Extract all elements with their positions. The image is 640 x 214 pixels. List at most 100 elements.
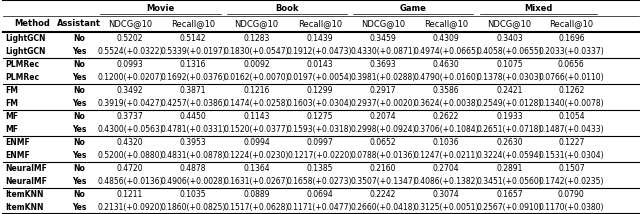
Text: 0.1283: 0.1283 <box>243 34 269 43</box>
Text: 0.1507: 0.1507 <box>558 163 585 172</box>
Text: No: No <box>73 163 84 172</box>
Text: Yes: Yes <box>72 177 86 186</box>
Text: 0.4058(+0.0655): 0.4058(+0.0655) <box>477 47 542 56</box>
Text: FM: FM <box>5 86 18 95</box>
Text: 0.2630: 0.2630 <box>496 138 523 147</box>
Text: 0.2160: 0.2160 <box>370 163 396 172</box>
Text: 0.1520(+0.0377): 0.1520(+0.0377) <box>223 125 289 134</box>
Text: 0.3693: 0.3693 <box>369 60 396 69</box>
Text: 0.2131(+0.0920): 0.2131(+0.0920) <box>97 203 163 212</box>
Text: 0.0143: 0.0143 <box>307 60 333 69</box>
Text: 0.1378(+0.0303): 0.1378(+0.0303) <box>477 73 542 82</box>
Text: No: No <box>73 34 84 43</box>
Text: 0.4790(+0.0160): 0.4790(+0.0160) <box>413 73 479 82</box>
Text: 0.1262: 0.1262 <box>558 86 584 95</box>
Text: 0.1227: 0.1227 <box>558 138 584 147</box>
Text: Method: Method <box>14 19 50 28</box>
Text: 0.4781(+0.0331): 0.4781(+0.0331) <box>161 125 226 134</box>
Text: 0.1200(+0.0207): 0.1200(+0.0207) <box>97 73 163 82</box>
Text: Yes: Yes <box>72 73 86 82</box>
Text: 0.0656: 0.0656 <box>558 60 585 69</box>
Text: 0.1143: 0.1143 <box>243 111 269 121</box>
Text: NeuralMF: NeuralMF <box>5 177 47 186</box>
Text: 0.3953: 0.3953 <box>180 138 207 147</box>
Text: Recall@10: Recall@10 <box>424 19 468 28</box>
Text: 0.4330(+0.0871): 0.4330(+0.0871) <box>350 47 416 56</box>
Text: Recall@10: Recall@10 <box>549 19 593 28</box>
Text: 0.3706(+0.1084): 0.3706(+0.1084) <box>413 125 479 134</box>
Text: 0.0197(+0.0054): 0.0197(+0.0054) <box>287 73 353 82</box>
Text: 0.0997: 0.0997 <box>307 138 333 147</box>
Text: Yes: Yes <box>72 203 86 212</box>
Text: 0.0788(+0.0136): 0.0788(+0.0136) <box>350 151 415 160</box>
Text: 0.3624(+0.0038): 0.3624(+0.0038) <box>413 99 479 108</box>
Text: 0.3981(+0.0288): 0.3981(+0.0288) <box>350 73 415 82</box>
Text: 0.1036: 0.1036 <box>433 138 460 147</box>
Text: 0.2651(+0.0718): 0.2651(+0.0718) <box>477 125 542 134</box>
Text: Yes: Yes <box>72 125 86 134</box>
Text: 0.2704: 0.2704 <box>433 163 460 172</box>
Text: 0.1247(+0.0211): 0.1247(+0.0211) <box>413 151 479 160</box>
Text: 0.0092: 0.0092 <box>243 60 270 69</box>
Text: 0.0994: 0.0994 <box>243 138 270 147</box>
Text: 0.1517(+0.0628): 0.1517(+0.0628) <box>224 203 289 212</box>
Text: 0.1385: 0.1385 <box>307 163 333 172</box>
Text: 0.0889: 0.0889 <box>243 190 269 199</box>
Text: 0.4450: 0.4450 <box>180 111 207 121</box>
Text: 0.2567(+0.0910): 0.2567(+0.0910) <box>477 203 542 212</box>
Text: 0.1593(+0.0318): 0.1593(+0.0318) <box>287 125 353 134</box>
Text: 0.3451(+0.0560): 0.3451(+0.0560) <box>477 177 542 186</box>
Text: 0.3919(+0.0427): 0.3919(+0.0427) <box>97 99 163 108</box>
Text: 0.2917: 0.2917 <box>370 86 396 95</box>
Text: 0.1742(+0.0235): 0.1742(+0.0235) <box>539 177 604 186</box>
Text: 0.1603(+0.0304): 0.1603(+0.0304) <box>287 99 353 108</box>
Text: 0.1217(+0.0220): 0.1217(+0.0220) <box>287 151 352 160</box>
Text: 0.0790: 0.0790 <box>558 190 585 199</box>
Text: 0.3737: 0.3737 <box>116 111 143 121</box>
Text: 0.4906(+0.0028): 0.4906(+0.0028) <box>161 177 226 186</box>
Text: 0.1299: 0.1299 <box>307 86 333 95</box>
Text: 0.1487(+0.0433): 0.1487(+0.0433) <box>538 125 604 134</box>
Text: FM: FM <box>5 99 18 108</box>
Text: NDCG@10: NDCG@10 <box>108 19 152 28</box>
Text: 0.5339(+0.0197): 0.5339(+0.0197) <box>161 47 226 56</box>
Text: 0.2242: 0.2242 <box>370 190 396 199</box>
Text: 0.4086(+0.1382): 0.4086(+0.1382) <box>413 177 479 186</box>
Text: 0.4300(+0.0563): 0.4300(+0.0563) <box>97 125 163 134</box>
Text: Yes: Yes <box>72 151 86 160</box>
Text: 0.4831(+0.0878): 0.4831(+0.0878) <box>161 151 226 160</box>
Text: 0.0766(+0.0110): 0.0766(+0.0110) <box>538 73 604 82</box>
Text: 0.5200(+0.0880): 0.5200(+0.0880) <box>97 151 163 160</box>
Text: 0.1211: 0.1211 <box>117 190 143 199</box>
Text: 0.4257(+0.0386): 0.4257(+0.0386) <box>161 99 226 108</box>
Text: 0.1340(+0.0078): 0.1340(+0.0078) <box>538 99 604 108</box>
Text: ENMF: ENMF <box>5 138 30 147</box>
Text: NDCG@10: NDCG@10 <box>487 19 531 28</box>
Text: NDCG@10: NDCG@10 <box>234 19 278 28</box>
Text: 0.1224(+0.0230): 0.1224(+0.0230) <box>224 151 289 160</box>
Text: 0.5202: 0.5202 <box>116 34 143 43</box>
Text: 0.3586: 0.3586 <box>433 86 460 95</box>
Text: 0.1035: 0.1035 <box>180 190 207 199</box>
Text: 0.3507(+0.1347): 0.3507(+0.1347) <box>350 177 416 186</box>
Text: 0.1531(+0.0304): 0.1531(+0.0304) <box>538 151 604 160</box>
Text: 0.2891: 0.2891 <box>496 163 523 172</box>
Text: 0.2421: 0.2421 <box>496 86 523 95</box>
Text: No: No <box>73 190 84 199</box>
Text: Yes: Yes <box>72 99 86 108</box>
Text: 0.1171(+0.0477): 0.1171(+0.0477) <box>287 203 353 212</box>
Text: PLMRec: PLMRec <box>5 73 39 82</box>
Text: Recall@10: Recall@10 <box>298 19 342 28</box>
Text: Yes: Yes <box>72 47 86 56</box>
Text: ENMF: ENMF <box>5 151 30 160</box>
Text: 0.1657: 0.1657 <box>496 190 523 199</box>
Text: Mixed: Mixed <box>524 4 553 13</box>
Text: 0.4630: 0.4630 <box>433 60 460 69</box>
Text: 0.1054: 0.1054 <box>558 111 585 121</box>
Text: 0.2033(+0.0337): 0.2033(+0.0337) <box>538 47 604 56</box>
Text: No: No <box>73 138 84 147</box>
Text: 0.2622: 0.2622 <box>433 111 460 121</box>
Text: LightGCN: LightGCN <box>5 47 45 56</box>
Text: NeuralMF: NeuralMF <box>5 163 47 172</box>
Text: Recall@10: Recall@10 <box>171 19 215 28</box>
